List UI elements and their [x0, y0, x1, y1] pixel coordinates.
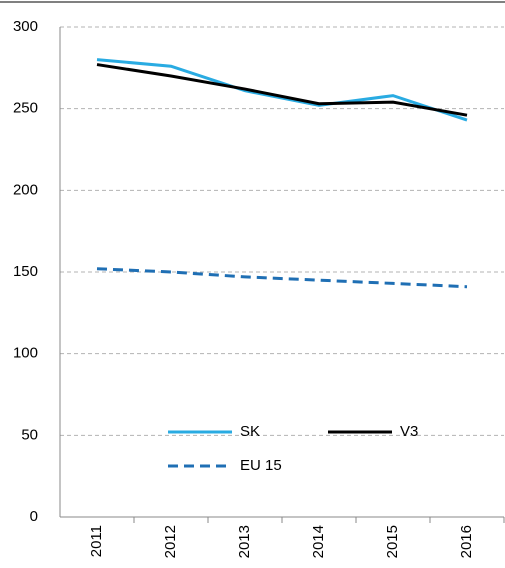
y-tick-label: 150	[13, 263, 38, 280]
x-tick-label: 2016	[458, 525, 475, 558]
x-tick-label: 2015	[384, 525, 401, 558]
x-tick-label: 2011	[88, 525, 105, 557]
legend-label: V3	[400, 423, 418, 440]
y-tick-label: 200	[13, 181, 38, 198]
y-tick-label: 250	[13, 100, 38, 117]
x-tick-label: 2014	[310, 525, 327, 558]
y-tick-label: 300	[13, 18, 38, 35]
legend-label: EU 15	[240, 457, 282, 474]
series-line	[96, 63, 468, 117]
x-tick-label: 2012	[162, 525, 179, 558]
series-line	[96, 58, 468, 122]
y-tick-label: 0	[30, 508, 38, 525]
series-line	[96, 267, 468, 289]
y-tick-label: 50	[21, 426, 38, 443]
legend-label: SK	[240, 423, 260, 440]
x-tick-label: 2013	[236, 525, 253, 558]
y-tick-label: 100	[13, 345, 38, 362]
